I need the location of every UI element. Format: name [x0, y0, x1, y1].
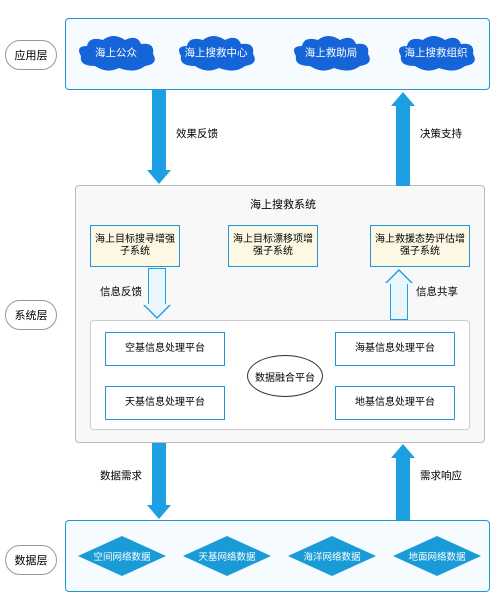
- arrow-label-1: 效果反馈: [176, 126, 218, 141]
- diamond-2: 天基网络数据: [183, 536, 271, 576]
- arrow-label-2: 决策支持: [420, 126, 462, 141]
- platform-2: 海基信息处理平台: [335, 332, 455, 366]
- hollow-arrow-up: [390, 282, 408, 320]
- diamond-3-label: 海洋网络数据: [303, 549, 360, 563]
- platform-4: 地基信息处理平台: [335, 386, 455, 420]
- diamond-2-label: 天基网络数据: [198, 549, 255, 563]
- platform-3: 天基信息处理平台: [105, 386, 225, 420]
- subsystem-1: 海上目标搜寻增强子系统: [90, 225, 180, 267]
- arrow-label-5: 数据需求: [100, 468, 142, 483]
- arrow-label-6: 需求响应: [420, 468, 462, 483]
- sys-title: 海上搜救系统: [250, 196, 316, 212]
- cloud-3: 海上救助局: [290, 34, 372, 74]
- diamond-4: 地面网络数据: [393, 536, 481, 576]
- arrow-sys-to-app: [396, 104, 410, 186]
- cloud-1: 海上公众: [75, 34, 157, 74]
- fusion-ellipse: 数据融合平台: [247, 355, 323, 397]
- diamond-1-label: 空间网络数据: [93, 549, 150, 563]
- layer-label-app: 应用层: [5, 40, 57, 70]
- cloud-2: 海上搜救中心: [175, 34, 257, 74]
- arrow-label-4: 信息共享: [416, 284, 458, 299]
- cloud-4: 海上搜救组织: [395, 34, 477, 74]
- cloud-4-label: 海上搜救组织: [405, 48, 468, 60]
- arrow-sys-to-data: [152, 443, 166, 507]
- diamond-1: 空间网络数据: [78, 536, 166, 576]
- subsystem-2: 海上目标漂移项增强子系统: [228, 225, 318, 267]
- arrow-app-to-sys: [152, 90, 166, 172]
- arrow-data-to-sys: [396, 456, 410, 520]
- cloud-1-label: 海上公众: [95, 48, 137, 60]
- arrow-label-3: 信息反馈: [100, 284, 142, 299]
- cloud-2-label: 海上搜救中心: [185, 48, 248, 60]
- cloud-3-label: 海上救助局: [305, 48, 358, 60]
- platform-1: 空基信息处理平台: [105, 332, 225, 366]
- diamond-4-label: 地面网络数据: [408, 549, 465, 563]
- subsystem-3: 海上救援态势评估增强子系统: [370, 225, 470, 267]
- layer-label-sys: 系统层: [5, 300, 57, 330]
- layer-label-data: 数据层: [5, 545, 57, 575]
- hollow-arrow-down: [148, 268, 166, 306]
- diamond-3: 海洋网络数据: [288, 536, 376, 576]
